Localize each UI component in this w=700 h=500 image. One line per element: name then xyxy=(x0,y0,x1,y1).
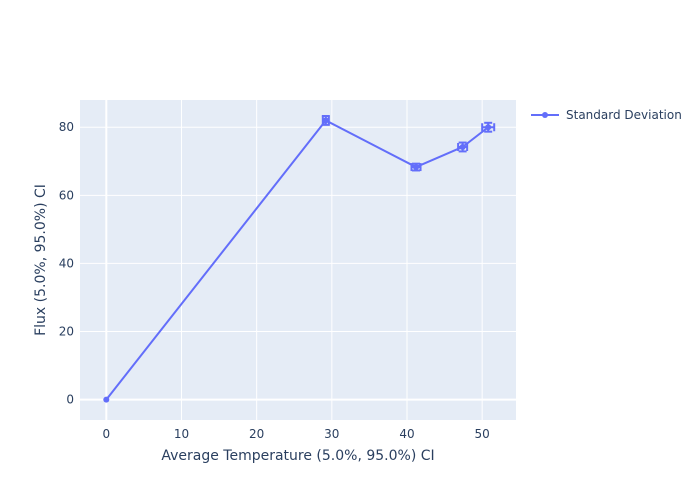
data-point xyxy=(485,124,492,131)
y-tick-label: 40 xyxy=(59,256,74,270)
x-tick-label: 30 xyxy=(324,427,339,441)
x-tick-label: 40 xyxy=(399,427,414,441)
y-axis-title: Flux (5.0%, 95.0%) CI xyxy=(33,184,49,336)
x-tick-label: 20 xyxy=(249,427,264,441)
grid-lines xyxy=(80,100,516,420)
x-tick-label: 0 xyxy=(102,427,110,441)
y-tick-label: 20 xyxy=(59,324,74,338)
x-tick-label: 10 xyxy=(174,427,189,441)
legend-marker-icon xyxy=(542,112,548,118)
data-point xyxy=(459,143,466,150)
y-tick-labels: 0 20 40 60 80 xyxy=(59,120,74,406)
y-tick-label: 0 xyxy=(66,393,74,407)
x-axis-title: Average Temperature (5.0%, 95.0%) CI xyxy=(161,448,434,464)
data-point xyxy=(322,117,329,124)
data-point xyxy=(103,396,110,403)
legend-label: Standard Deviation xyxy=(566,108,682,122)
x-tick-label: 50 xyxy=(475,427,490,441)
legend[interactable]: Standard Deviation xyxy=(531,108,682,122)
x-tick-labels: 0 10 20 30 40 50 xyxy=(102,427,489,441)
data-point xyxy=(413,164,420,171)
series-layer xyxy=(103,115,496,403)
y-tick-label: 60 xyxy=(59,188,74,202)
y-tick-label: 80 xyxy=(59,120,74,134)
plot-background xyxy=(80,100,516,420)
